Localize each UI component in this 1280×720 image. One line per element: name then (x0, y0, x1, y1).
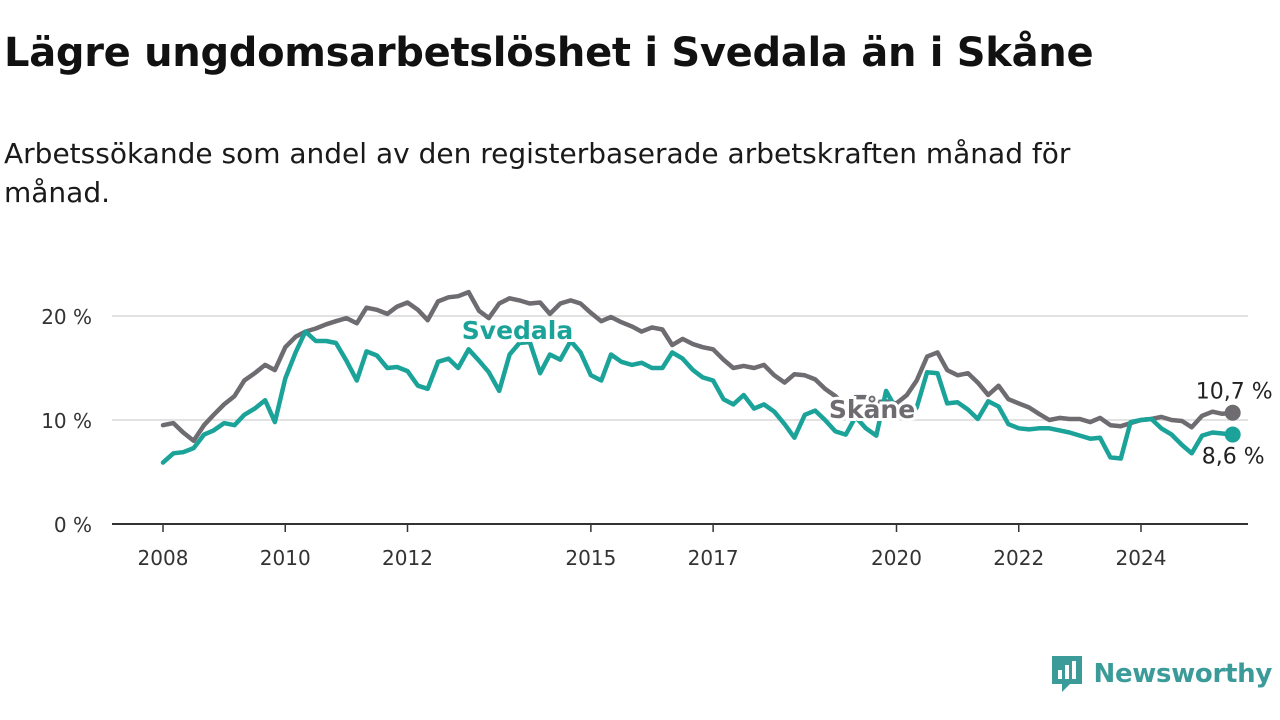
newsworthy-brand: Newsworthy (1050, 654, 1272, 694)
y-tick-label: 0 % (54, 513, 92, 537)
series-label: Svedala (462, 316, 573, 345)
y-tick-label: 20 % (41, 305, 92, 329)
series-end-label: 10,7 % (1196, 380, 1273, 405)
series-line-skne (160, 289, 1235, 444)
y-tick-label: 10 % (41, 409, 92, 433)
x-tick-label: 2022 (993, 546, 1044, 570)
series-end-point (1224, 404, 1241, 421)
chart-title: Lägre ungdomsarbetslöshet i Svedala än i… (4, 30, 1094, 76)
chart-subtitle: Arbetssökande som andel av den registerb… (4, 137, 1071, 209)
x-tick-label: 2017 (688, 546, 739, 570)
series-label: Skåne (829, 395, 915, 424)
series-end-point (1224, 426, 1241, 443)
series-line-svedala (160, 329, 1235, 465)
brand-label: Newsworthy (1093, 659, 1273, 689)
x-tick-label: 2010 (260, 546, 311, 570)
x-tick-label: 2015 (565, 546, 616, 570)
series-end-label: 8,6 % (1202, 445, 1265, 470)
x-tick-label: 2020 (871, 546, 922, 570)
x-tick-label: 2012 (382, 546, 433, 570)
newsworthy-logo-icon (1051, 656, 1082, 692)
x-tick-label: 2008 (138, 546, 189, 570)
x-tick-label: 2024 (1116, 546, 1167, 570)
